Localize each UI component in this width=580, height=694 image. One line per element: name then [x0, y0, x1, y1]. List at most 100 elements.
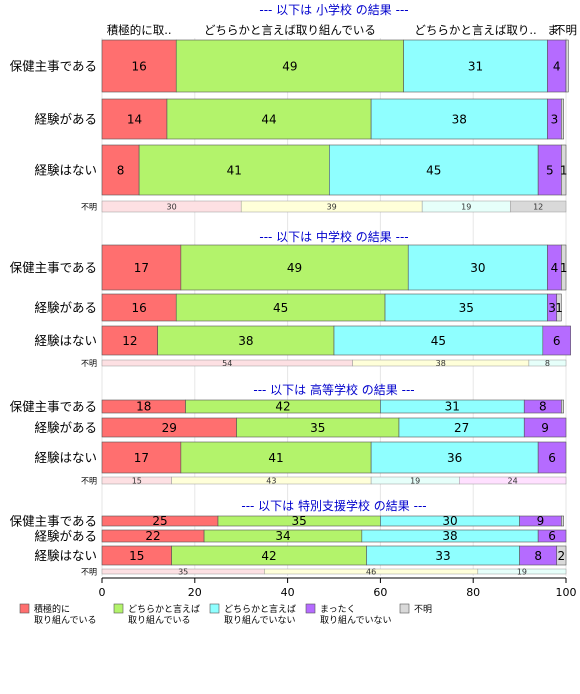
section-title-0: --- 以下は 小学校 の結果 --- — [259, 2, 408, 17]
data-label: 4 — [551, 261, 559, 275]
data-label: 35 — [310, 421, 325, 435]
data-label: 15 — [129, 549, 144, 563]
x-tick-label: 60 — [373, 586, 387, 599]
x-tick-label: 40 — [281, 586, 295, 599]
data-label: 9 — [541, 421, 549, 435]
data-label: 36 — [447, 451, 462, 465]
bar-segment — [523, 417, 567, 438]
legend-label: どちらかと言えば — [224, 603, 296, 615]
bar-segment — [556, 293, 562, 322]
data-label: 39 — [327, 203, 337, 212]
bar-segment — [370, 441, 539, 474]
bar-segment — [101, 39, 177, 93]
data-label: 38 — [238, 334, 253, 348]
data-label: 43 — [266, 477, 276, 486]
data-label: 1 — [560, 261, 568, 275]
data-label: 3 — [548, 301, 556, 315]
bar-segment — [537, 529, 567, 543]
data-label: 31 — [445, 400, 460, 414]
x-tick-label: 80 — [466, 586, 480, 599]
data-label: 38 — [452, 113, 467, 127]
bar-segment — [180, 441, 372, 474]
section-title-1: --- 以下は 中学校 の結果 --- — [259, 229, 408, 244]
data-label: 54 — [222, 359, 232, 368]
data-label: 17 — [134, 261, 149, 275]
data-label: 46 — [366, 568, 376, 577]
data-label: 6 — [548, 451, 556, 465]
x-tick-label: 100 — [556, 586, 577, 599]
legend-label: 取り組んでいる — [34, 614, 97, 626]
data-label: 30 — [470, 261, 485, 275]
legend-label: 取り組んでいる — [128, 614, 191, 626]
bar-segment — [101, 98, 168, 140]
data-label: 16 — [131, 60, 146, 74]
column-header-3: ま — [547, 23, 559, 37]
data-label: 24 — [508, 477, 518, 486]
data-label: 6 — [553, 334, 561, 348]
category-label: 不明 — [81, 477, 97, 486]
data-label: 6 — [548, 529, 556, 543]
data-label: 34 — [275, 529, 290, 543]
bar-segment — [157, 325, 335, 356]
category-label: 経験がある — [34, 529, 97, 544]
bar-segment — [138, 144, 330, 196]
bar-segment — [556, 545, 567, 566]
legend-label: どちらかと言えば — [128, 603, 200, 615]
data-label: 22 — [145, 529, 160, 543]
bar-segment — [407, 244, 548, 291]
bar-segment — [384, 293, 548, 322]
data-label: 29 — [162, 421, 177, 435]
data-label: 8 — [117, 164, 125, 178]
data-label: 42 — [275, 400, 290, 414]
x-tick-label: 0 — [99, 586, 106, 599]
column-header-4: 不明 — [554, 23, 577, 37]
data-label: 1 — [560, 164, 568, 178]
legend-label: 不明 — [414, 604, 432, 615]
bar-segment — [101, 144, 140, 196]
bar-segment — [403, 39, 548, 93]
data-label: 1 — [555, 301, 563, 315]
bar-segment — [166, 98, 372, 140]
bar-segment — [370, 98, 548, 140]
data-label: 41 — [268, 451, 283, 465]
legend-swatch — [19, 603, 30, 614]
data-label: 45 — [431, 334, 446, 348]
data-label: 14 — [127, 113, 142, 127]
bar-segment — [561, 399, 564, 414]
data-label: 9 — [537, 514, 545, 528]
data-label: 15 — [132, 477, 142, 486]
data-label: 31 — [468, 60, 483, 74]
bar-segment — [561, 98, 564, 140]
legend-label: まったく — [320, 604, 356, 615]
data-label: 27 — [454, 421, 469, 435]
data-label: 44 — [261, 113, 276, 127]
data-label: 45 — [273, 301, 288, 315]
data-label: 35 — [459, 301, 474, 315]
bar-segment — [561, 515, 564, 527]
bar-segment — [101, 293, 177, 322]
data-label: 45 — [426, 164, 441, 178]
category-label: 不明 — [81, 568, 97, 577]
section-title-3: --- 以下は 特別支援学校 の結果 --- — [241, 498, 426, 513]
data-label: 17 — [134, 451, 149, 465]
bar-segment — [565, 39, 569, 93]
legend-swatch — [305, 603, 316, 614]
category-label: 不明 — [81, 359, 97, 368]
data-label: 8 — [545, 359, 550, 368]
data-label: 19 — [517, 568, 527, 577]
data-label: 41 — [227, 164, 242, 178]
category-label: 経験はない — [34, 450, 97, 465]
bar-segment — [459, 476, 567, 485]
bar-segment — [542, 325, 571, 356]
legend-swatch — [399, 603, 410, 614]
category-label: 保健主事である — [10, 59, 97, 74]
legend-label: 取り組んでいない — [224, 614, 296, 626]
data-label: 35 — [178, 568, 188, 577]
bar-segment — [333, 325, 544, 356]
data-label: 4 — [553, 60, 561, 74]
x-tick-label: 20 — [188, 586, 202, 599]
legend-label: 積極的に — [34, 603, 70, 615]
data-label: 25 — [152, 514, 167, 528]
bar-segment — [477, 568, 567, 575]
